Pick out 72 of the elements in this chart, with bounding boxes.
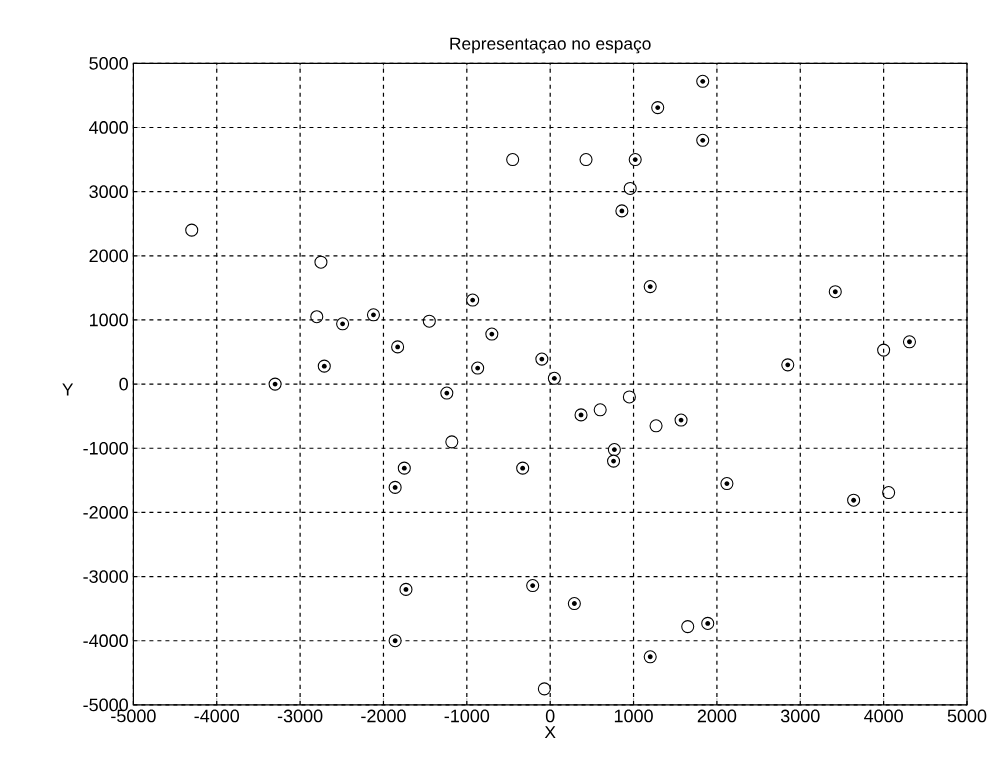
y-tick-label: 5000 — [89, 56, 128, 70]
y-tick-label: -1000 — [83, 441, 128, 455]
point — [399, 582, 413, 596]
x-tick-label: -3000 — [277, 709, 323, 723]
x-tick-label: 0 — [545, 709, 555, 723]
point — [593, 403, 607, 417]
x-tick-label: 5000 — [947, 709, 987, 723]
chart-title: Representaçao no espaço — [450, 37, 651, 54]
point — [882, 485, 896, 499]
point — [537, 682, 551, 696]
x-tick-label: 2000 — [697, 709, 737, 723]
y-tick-label: 3000 — [89, 185, 128, 198]
point — [781, 358, 795, 372]
point — [391, 340, 405, 354]
point — [628, 152, 642, 166]
point — [185, 223, 199, 237]
point — [696, 74, 710, 88]
point — [847, 493, 861, 507]
y-axis-title: Y — [62, 383, 74, 396]
point — [547, 371, 561, 385]
y-tick-label: -2000 — [83, 505, 128, 519]
point — [526, 578, 540, 592]
point — [336, 317, 350, 331]
x-tick-label: 3000 — [780, 709, 820, 723]
point — [466, 293, 480, 307]
point — [696, 133, 710, 147]
point — [535, 352, 549, 366]
x-tick-label: -4000 — [194, 709, 240, 723]
point — [828, 285, 842, 299]
point — [506, 152, 520, 166]
point — [643, 650, 657, 664]
point — [681, 619, 695, 634]
point — [440, 386, 454, 400]
point — [485, 327, 499, 341]
y-tick-label: 0 — [119, 377, 128, 391]
point — [574, 408, 588, 422]
y-tick-label: -4000 — [83, 634, 128, 647]
point — [471, 361, 485, 375]
point — [674, 413, 688, 427]
point — [567, 596, 581, 610]
point — [422, 314, 436, 328]
x-tick-label: -1000 — [444, 709, 490, 723]
point — [317, 359, 331, 373]
point — [388, 480, 402, 494]
x-tick-label: 4000 — [864, 709, 903, 723]
point — [651, 100, 665, 115]
point — [388, 634, 402, 648]
point — [701, 616, 715, 630]
x-axis-title: X — [544, 726, 556, 738]
x-tick-label: 1000 — [614, 709, 653, 723]
point — [902, 335, 917, 349]
y-tick-label: 2000 — [89, 249, 128, 263]
point — [366, 308, 381, 322]
point — [622, 390, 636, 404]
x-tick-label: -2000 — [361, 709, 406, 723]
point — [445, 435, 459, 449]
y-tick-label: 4000 — [89, 121, 128, 134]
point — [607, 442, 621, 456]
y-tick-label: 1000 — [90, 313, 128, 327]
point — [268, 377, 282, 391]
point — [397, 461, 411, 475]
point — [649, 419, 663, 433]
point — [607, 454, 621, 468]
point — [314, 255, 328, 269]
y-tick-label: -3000 — [83, 570, 128, 583]
point — [720, 476, 734, 490]
point — [623, 181, 637, 195]
point — [310, 310, 324, 324]
point — [615, 204, 629, 218]
point — [643, 279, 657, 294]
point — [579, 152, 593, 166]
point — [877, 343, 891, 357]
